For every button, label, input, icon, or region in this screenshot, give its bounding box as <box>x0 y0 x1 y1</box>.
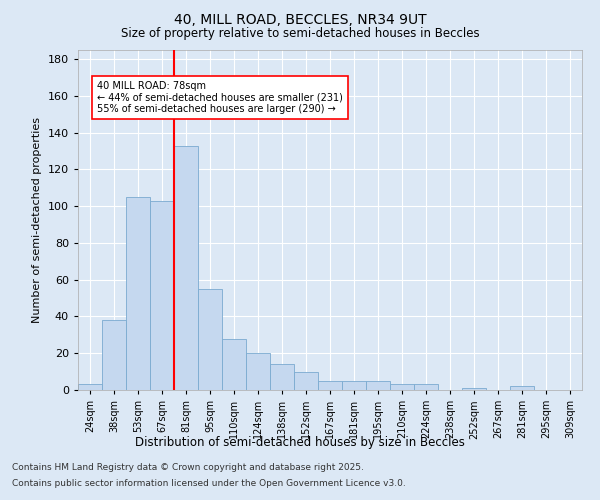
Bar <box>78 384 102 390</box>
Y-axis label: Number of semi-detached properties: Number of semi-detached properties <box>32 117 42 323</box>
Bar <box>246 353 270 390</box>
Bar <box>222 338 246 390</box>
Bar <box>462 388 486 390</box>
Bar <box>102 320 126 390</box>
Text: 40 MILL ROAD: 78sqm
← 44% of semi-detached houses are smaller (231)
55% of semi-: 40 MILL ROAD: 78sqm ← 44% of semi-detach… <box>97 81 343 114</box>
Bar <box>270 364 294 390</box>
Text: Contains public sector information licensed under the Open Government Licence v3: Contains public sector information licen… <box>12 478 406 488</box>
Text: 40, MILL ROAD, BECCLES, NR34 9UT: 40, MILL ROAD, BECCLES, NR34 9UT <box>173 12 427 26</box>
Bar <box>414 384 438 390</box>
Bar <box>150 200 174 390</box>
Bar <box>126 197 150 390</box>
Text: Size of property relative to semi-detached houses in Beccles: Size of property relative to semi-detach… <box>121 28 479 40</box>
Bar <box>294 372 318 390</box>
Bar <box>174 146 198 390</box>
Bar <box>366 381 390 390</box>
Bar <box>342 381 366 390</box>
Text: Distribution of semi-detached houses by size in Beccles: Distribution of semi-detached houses by … <box>135 436 465 449</box>
Bar <box>510 386 534 390</box>
Bar <box>318 381 342 390</box>
Bar <box>198 289 222 390</box>
Bar <box>390 384 414 390</box>
Text: Contains HM Land Registry data © Crown copyright and database right 2025.: Contains HM Land Registry data © Crown c… <box>12 464 364 472</box>
